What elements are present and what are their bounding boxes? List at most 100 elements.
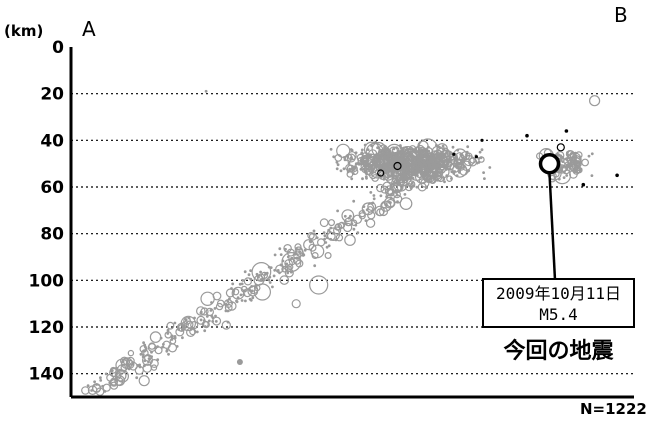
- callout-leader-line: [548, 173, 557, 281]
- hypocenter-point: [138, 375, 150, 387]
- hypocenter-point: [149, 359, 159, 369]
- hypocenter-point: [135, 376, 139, 380]
- hypocenter-point: [356, 231, 360, 235]
- hypocenter-point: [367, 211, 376, 220]
- hypocenter-point: [379, 194, 383, 198]
- hypocenter-point: [221, 320, 231, 330]
- hypocenter-point: [196, 315, 206, 325]
- hypocenter-point: [376, 183, 385, 193]
- hypocenter-point: [322, 231, 326, 235]
- hypocenter-point: [382, 156, 386, 160]
- hypocenter-point: [260, 271, 268, 279]
- y-tick-label: 140: [29, 365, 65, 385]
- hypocenter-point: [332, 155, 336, 159]
- y-tick-label: 0: [52, 38, 64, 58]
- hypocenter-point: [173, 335, 177, 338]
- hypocenter-point: [207, 319, 211, 323]
- hypocenter-point: [442, 156, 446, 160]
- hypocenter-point: [360, 148, 364, 152]
- hypocenter-point: [483, 177, 486, 181]
- hypocenter-point: [581, 158, 589, 167]
- hypocenter-point: [480, 138, 484, 142]
- y-tick-labels: 0 20 40 60 80 100 120 140: [29, 38, 65, 385]
- hypocenter-point: [436, 164, 446, 174]
- hypocenter-point: [99, 376, 102, 380]
- hypocenter-point: [99, 379, 103, 382]
- hypocenter-point: [239, 293, 243, 297]
- hypocenter-point: [114, 376, 124, 386]
- hypocenter-point: [354, 162, 358, 166]
- hypocenter-point: [193, 316, 196, 320]
- hypocenter-point: [149, 331, 162, 343]
- hypocenter-point: [581, 182, 586, 187]
- hypocenter-point: [352, 199, 356, 203]
- hypocenter-point: [324, 241, 328, 244]
- hypocenter-point: [398, 181, 402, 185]
- hypocenter-point: [310, 244, 325, 259]
- hypocenter-point: [106, 373, 114, 382]
- hypocenter-point: [175, 327, 185, 337]
- hypocenter-point: [213, 307, 217, 310]
- hypocenter-point: [327, 244, 331, 248]
- hypocenter-point: [334, 223, 343, 231]
- hypocenter-point: [566, 151, 569, 155]
- hypocenter-point: [166, 328, 170, 332]
- hypocenter-point: [379, 176, 383, 180]
- hypocenter-points: [81, 89, 619, 397]
- hypocenter-point: [324, 252, 332, 260]
- hypocenter-point: [392, 183, 402, 193]
- hypocenter-point: [147, 360, 150, 364]
- hypocenter-point: [343, 219, 347, 223]
- hypocenter-point: [326, 227, 341, 241]
- hypocenter-point: [366, 206, 374, 213]
- hypocenter-point: [204, 89, 208, 93]
- hypocenter-point: [238, 282, 242, 286]
- y-tick-label: 80: [40, 225, 64, 245]
- hypocenter-point: [265, 271, 269, 275]
- hypocenter-point: [109, 366, 117, 374]
- hypocenter-point: [279, 263, 283, 267]
- hypocenter-point: [325, 245, 329, 249]
- hypocenter-point: [205, 315, 209, 318]
- hypocenter-point: [383, 169, 392, 179]
- event-count-label: N=1222: [580, 400, 647, 418]
- hypocenter-point: [381, 202, 388, 209]
- hypocenter-point: [110, 379, 118, 387]
- hypocenter-point: [126, 356, 135, 366]
- hypocenter-point: [143, 364, 146, 368]
- hypocenter-point: [443, 180, 446, 184]
- hypocenter-point: [435, 158, 438, 162]
- hypocenter-point: [451, 145, 455, 149]
- hypocenter-point: [411, 156, 419, 164]
- hypocenter-point: [342, 222, 353, 233]
- hypocenter-point: [415, 167, 418, 170]
- hypocenter-point: [452, 148, 468, 164]
- hypocenter-point: [347, 216, 351, 220]
- hypocenter-point: [211, 316, 215, 320]
- y-tick-label: 20: [40, 85, 64, 105]
- hypocenter-point: [364, 175, 368, 179]
- hypocenter-point: [253, 283, 271, 301]
- hypocenter-point: [399, 197, 413, 211]
- y-tick-label: 40: [40, 131, 64, 151]
- hypocenter-point: [565, 164, 569, 168]
- hypocenter-point: [406, 167, 410, 171]
- hypocenter-point: [226, 300, 230, 303]
- hypocenter-point: [393, 190, 401, 199]
- hypocenter-point: [396, 184, 404, 192]
- hypocenter-point: [448, 167, 452, 171]
- hypocenter-point: [230, 301, 234, 304]
- hypocenter-point: [81, 386, 90, 395]
- hypocenter-point: [361, 153, 379, 170]
- hypocenter-point: [278, 271, 281, 275]
- hypocenter-point: [210, 301, 213, 304]
- hypocenter-point: [236, 296, 240, 299]
- hypocenter-point: [225, 288, 235, 298]
- hypocenter-point: [343, 214, 347, 218]
- hypocenter-point: [387, 153, 394, 160]
- hypocenter-point: [468, 157, 478, 167]
- hypocenter-point: [369, 191, 373, 194]
- hypocenter-point: [367, 202, 377, 212]
- hypocenter-point: [408, 162, 411, 166]
- hypocenter-point: [142, 341, 146, 345]
